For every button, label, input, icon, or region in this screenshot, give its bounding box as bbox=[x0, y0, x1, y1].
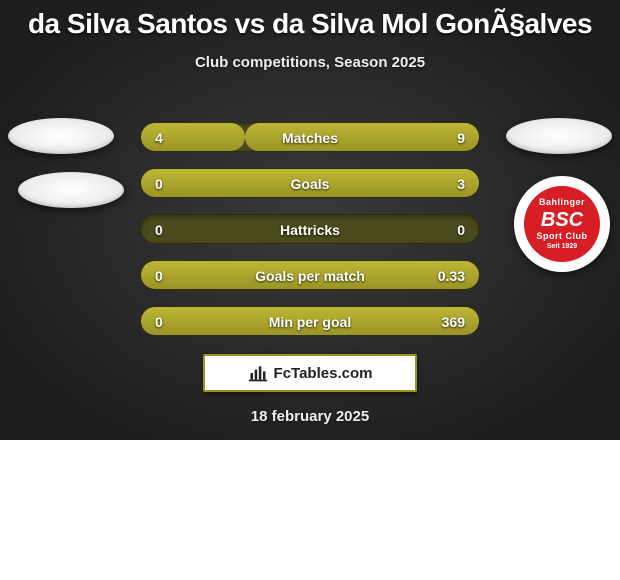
stat-label: Hattricks bbox=[141, 215, 479, 245]
comparison-card: da Silva Santos vs da Silva Mol GonÃ§alv… bbox=[0, 0, 620, 440]
stat-value-right: 0 bbox=[457, 215, 465, 245]
stat-row: 0369Min per goal bbox=[140, 306, 480, 336]
footer-brand-chip[interactable]: FcTables.com bbox=[203, 354, 417, 392]
page-title: da Silva Santos vs da Silva Mol GonÃ§alv… bbox=[0, 0, 620, 40]
stat-value-left: 0 bbox=[155, 215, 163, 245]
stat-row: 00.33Goals per match bbox=[140, 260, 480, 290]
date-label: 18 february 2025 bbox=[0, 408, 620, 425]
stat-rows: 49Matches 03Goals 0 0Hattricks 00.33Goals pe… bbox=[0, 122, 620, 352]
stat-row: 0 0Hattricks bbox=[140, 214, 480, 244]
bar-fill-left bbox=[141, 123, 245, 151]
bar-chart-icon bbox=[248, 363, 268, 383]
stat-row: 49Matches bbox=[140, 122, 480, 152]
subtitle: Club competitions, Season 2025 bbox=[0, 54, 620, 71]
bar-fill-right bbox=[141, 169, 479, 197]
bar-fill-right bbox=[245, 123, 479, 151]
stat-row: 03Goals bbox=[140, 168, 480, 198]
bar-fill-right bbox=[141, 307, 479, 335]
footer-brand-text: FcTables.com bbox=[274, 365, 373, 382]
bar-fill-right bbox=[141, 261, 479, 289]
